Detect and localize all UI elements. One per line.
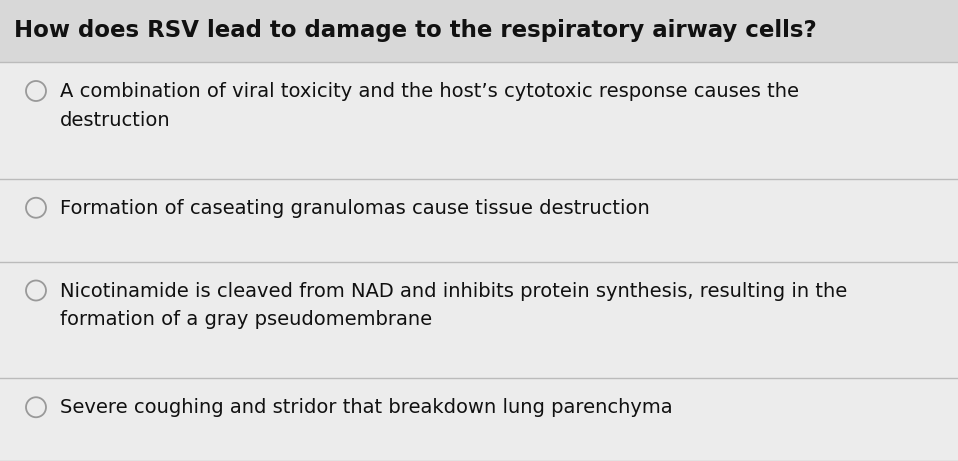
Text: Nicotinamide is cleaved from NAD and inhibits protein synthesis, resulting in th: Nicotinamide is cleaved from NAD and inh… <box>60 282 847 329</box>
FancyBboxPatch shape <box>0 0 958 62</box>
FancyBboxPatch shape <box>0 62 958 461</box>
Text: How does RSV lead to damage to the respiratory airway cells?: How does RSV lead to damage to the respi… <box>14 19 817 42</box>
Text: Formation of caseating granulomas cause tissue destruction: Formation of caseating granulomas cause … <box>60 199 650 218</box>
Text: A combination of viral toxicity and the host’s cytotoxic response causes the
des: A combination of viral toxicity and the … <box>60 82 799 130</box>
Text: Severe coughing and stridor that breakdown lung parenchyma: Severe coughing and stridor that breakdo… <box>60 398 673 417</box>
